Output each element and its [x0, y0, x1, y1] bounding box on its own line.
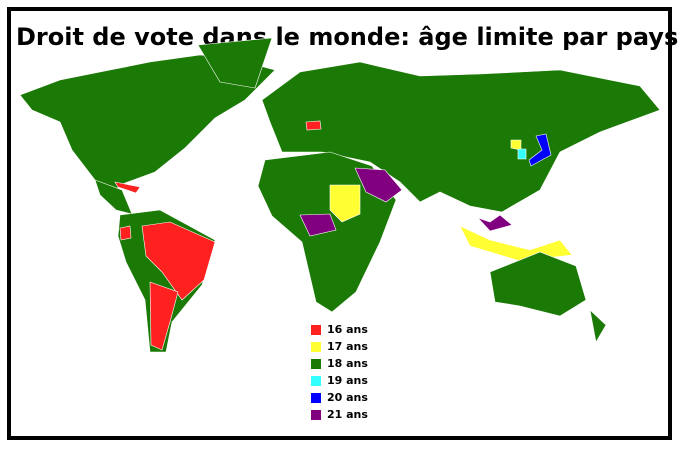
legend-swatch: [311, 359, 321, 369]
australia: [489, 251, 587, 317]
legend-swatch: [311, 393, 321, 403]
legend-label: 16 ans: [327, 323, 368, 336]
legend-swatch: [311, 325, 321, 335]
central-africa: [299, 213, 337, 237]
austria: [305, 120, 322, 131]
map-title: Droit de vote dans le monde: âge limite …: [16, 23, 678, 51]
greenland: [197, 37, 273, 89]
south-korea: [517, 148, 527, 160]
malaysia: [477, 214, 513, 232]
world-map: [19, 37, 661, 353]
north-korea: [510, 139, 522, 151]
ecuador: [119, 225, 132, 241]
sudan: [329, 184, 361, 223]
arabia: [354, 167, 403, 203]
legend-swatch: [311, 410, 321, 420]
legend-label: 19 ans: [327, 374, 368, 387]
indonesia: [459, 225, 573, 262]
cuba: [114, 181, 141, 194]
legend-swatch: [311, 376, 321, 386]
legend-label: 21 ans: [327, 408, 368, 421]
legend-label: 17 ans: [327, 340, 368, 353]
central-america: [94, 179, 133, 215]
argentina: [149, 281, 179, 351]
new-zealand: [589, 309, 607, 343]
legend-label: 20 ans: [327, 391, 368, 404]
legend-swatch: [311, 342, 321, 352]
japan: [528, 133, 552, 167]
brazil: [141, 221, 216, 301]
frame: [7, 7, 672, 440]
legend-label: 18 ans: [327, 357, 368, 370]
north-america: [19, 54, 276, 199]
legend: 16 ans 17 ans 18 ans 19 ans 20 ans 21 ans: [311, 323, 368, 421]
